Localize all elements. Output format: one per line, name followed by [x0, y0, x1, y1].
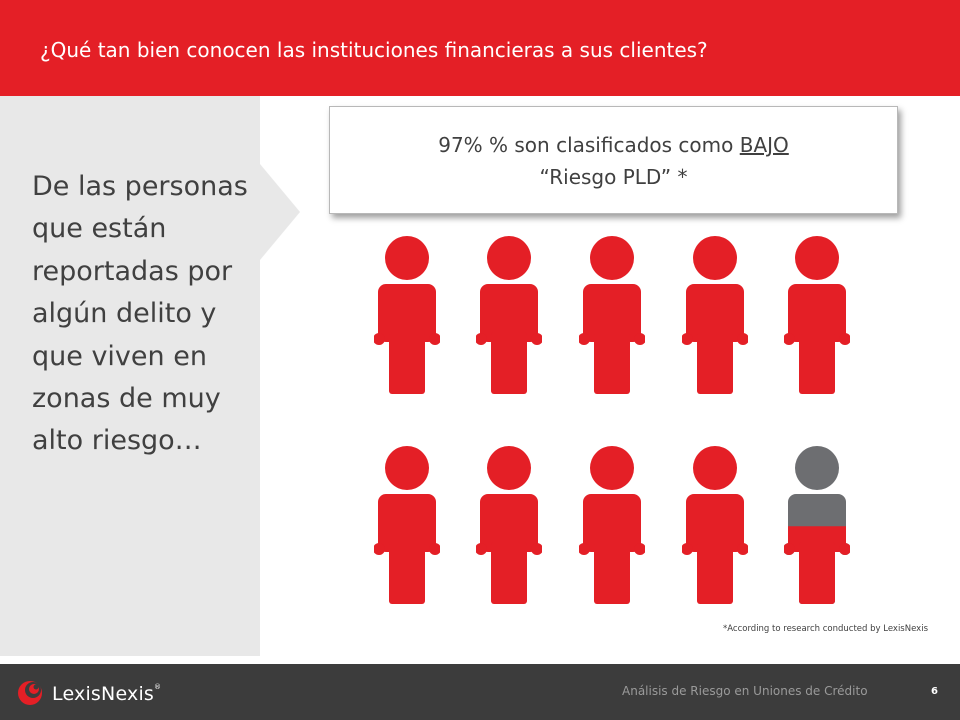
callout-line-1-text: 97% % son clasificados como: [438, 133, 740, 157]
person-icon-shape: [374, 236, 440, 394]
person-icon: [374, 446, 440, 606]
person-icon-shape: [476, 446, 542, 604]
person-icon: [682, 446, 748, 606]
person-icon: [784, 446, 850, 606]
side-arrow: [260, 164, 300, 260]
side-statement: De las personas que están reportadas por…: [32, 171, 248, 457]
person-icon-shape: [784, 236, 850, 394]
callout-box: 97% % son clasificados como BAJO “Riesgo…: [329, 106, 898, 214]
logo-swirl-icon: [18, 681, 42, 705]
footnote: *According to research conducted by Lexi…: [722, 624, 928, 634]
person-icon-shape: [579, 236, 645, 394]
person-icon: [579, 446, 645, 606]
slide-title: ¿Qué tan bien conocen las instituciones …: [40, 38, 708, 62]
person-icon-shape: [476, 236, 542, 394]
person-icon-shape: [579, 446, 645, 604]
person-icon: [374, 236, 440, 396]
brand-wordmark: LexisNexis®: [52, 683, 161, 705]
person-icon: [784, 236, 850, 396]
slide-header: ¿Qué tan bien conocen las instituciones …: [0, 0, 960, 96]
person-icon-shape: [682, 446, 748, 604]
person-icon-shape: [374, 446, 440, 604]
callout-line-1: 97% % son clasificados como BAJO: [330, 129, 897, 161]
person-icon: [579, 236, 645, 396]
person-icon-shape: [682, 236, 748, 394]
person-icon: [682, 236, 748, 396]
brand-name: LexisNexis: [52, 683, 155, 705]
slide-footer: LexisNexis® Análisis de Riesgo en Unione…: [0, 664, 960, 720]
person-icon-shape: [784, 446, 850, 604]
callout-line-2: “Riesgo PLD” *: [539, 165, 688, 189]
callout-emphasis: BAJO: [739, 133, 789, 157]
person-icon: [476, 236, 542, 396]
side-panel: [0, 96, 260, 656]
footer-subtitle: Análisis de Riesgo en Uniones de Crédito: [622, 684, 868, 698]
brand-registered-mark: ®: [154, 683, 162, 691]
person-icon: [476, 446, 542, 606]
page-number: 6: [931, 686, 938, 697]
